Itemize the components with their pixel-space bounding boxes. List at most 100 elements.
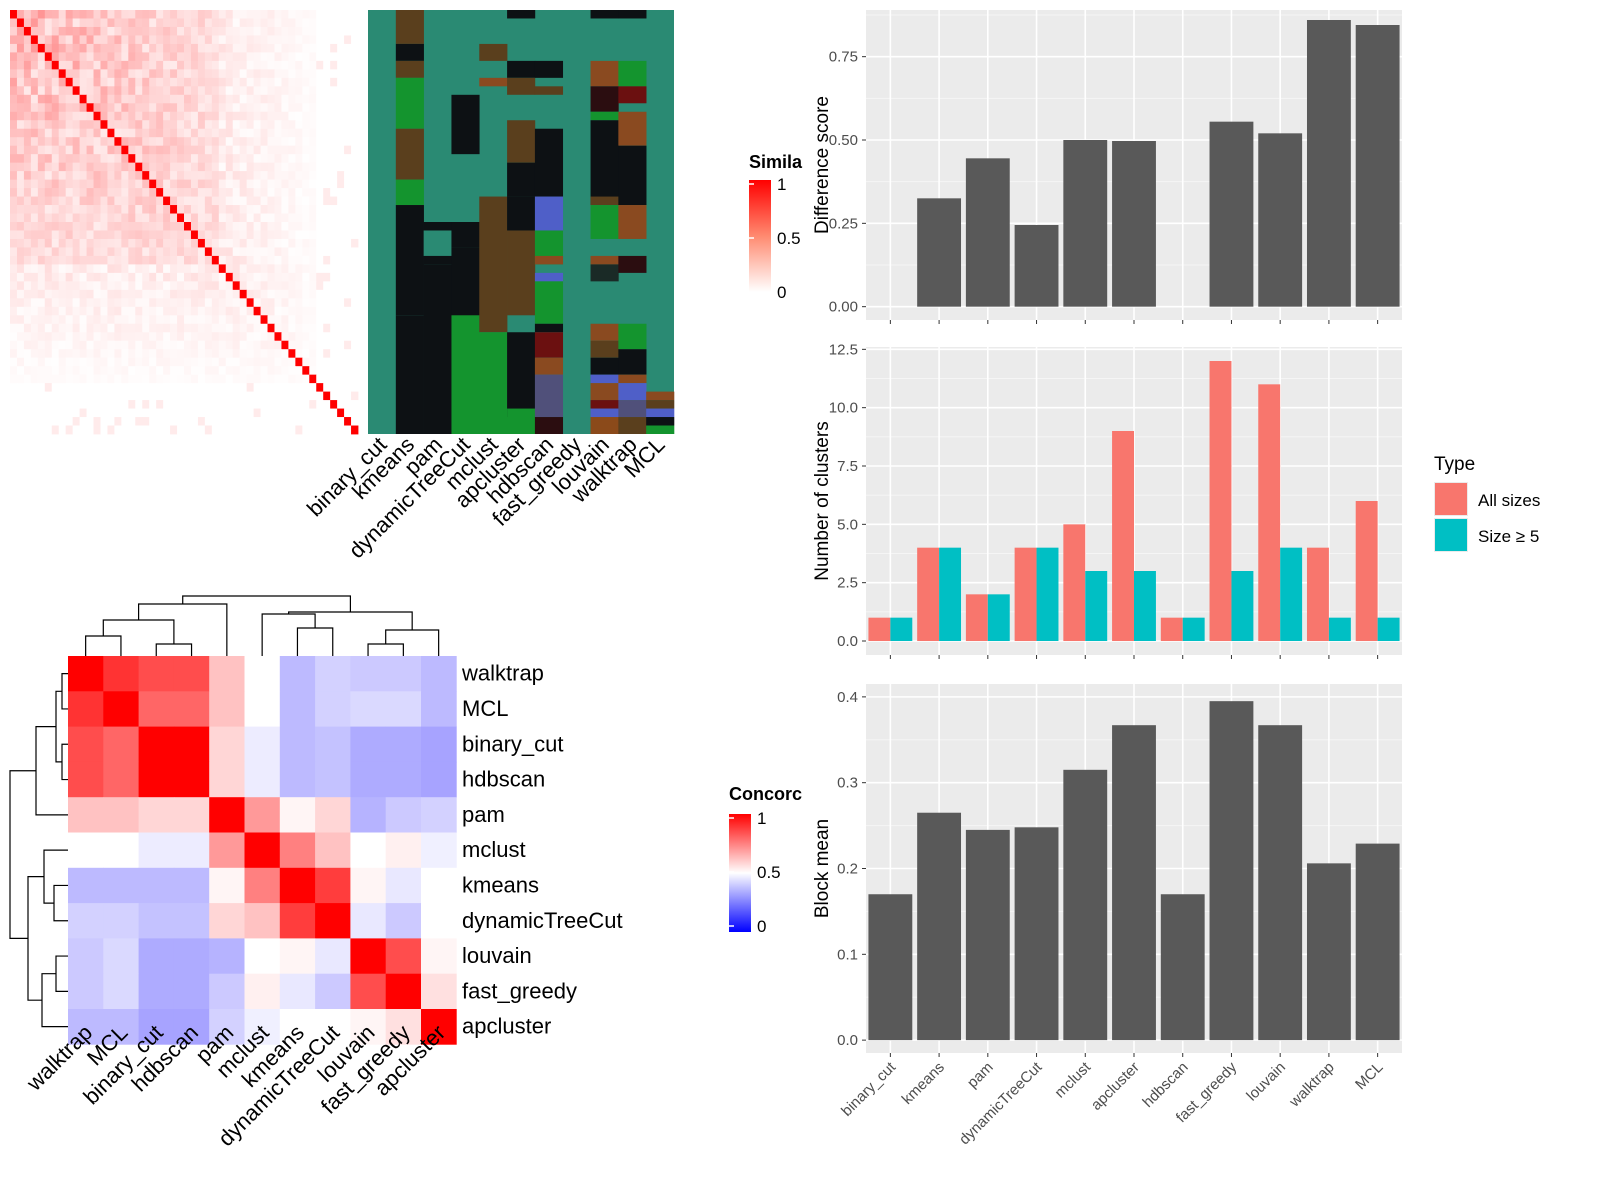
similarity-cell — [197, 137, 206, 147]
similarity-cell — [351, 238, 359, 248]
similarity-cell — [351, 340, 359, 350]
similarity-cell — [323, 179, 331, 189]
similarity-cell — [344, 137, 352, 147]
similarity-cell — [10, 272, 18, 282]
similarity-cell — [30, 332, 39, 342]
similarity-cell — [295, 357, 303, 367]
similarity-cell — [295, 230, 303, 240]
similarity-cell — [93, 94, 101, 104]
bar — [1231, 571, 1254, 641]
similarity-cell — [309, 162, 317, 172]
similarity-cell — [16, 69, 25, 79]
bar — [1014, 827, 1059, 1041]
similarity-cell — [142, 196, 150, 206]
similarity-cell — [135, 391, 143, 401]
row-dendrogram-branch — [55, 690, 62, 763]
similarity-cell — [302, 179, 310, 189]
similarity-cell — [316, 425, 324, 435]
y-tick-label: 0.75 — [829, 49, 858, 66]
similarity-cell — [302, 52, 310, 62]
similarity-cell — [309, 52, 317, 62]
similarity-cell — [316, 43, 324, 53]
similarity-cell — [344, 357, 352, 367]
similarity-cell — [16, 315, 25, 325]
similarity-cell — [65, 332, 74, 342]
concordance-cell — [138, 867, 175, 904]
similarity-cell — [197, 366, 206, 376]
similarity-cell — [135, 425, 143, 435]
similarity-cell — [142, 120, 150, 130]
similarity-cell — [156, 26, 164, 36]
similarity-cell — [86, 171, 94, 180]
similarity-cell — [190, 222, 199, 231]
similarity-cell — [218, 77, 227, 87]
membership-cell — [395, 77, 424, 129]
similarity-cell — [79, 383, 87, 392]
similarity-cell — [267, 408, 275, 418]
membership-cell — [395, 315, 424, 434]
similarity-cell — [351, 408, 359, 418]
similarity-cell — [121, 145, 129, 155]
similarity-cell — [184, 408, 192, 418]
similarity-cell — [128, 247, 136, 257]
similarity-cell — [170, 52, 178, 62]
similarity-cell — [288, 408, 296, 418]
similarity-cell — [316, 35, 324, 45]
similarity-cell — [79, 128, 87, 138]
similarity-cell — [330, 60, 338, 70]
similarity-cell — [149, 196, 157, 206]
similarity-cell — [316, 374, 324, 384]
similarity-cell — [79, 340, 87, 350]
similarity-cell — [330, 391, 338, 401]
similarity-cell — [51, 103, 60, 113]
similarity-cell — [337, 391, 345, 401]
similarity-cell — [16, 162, 25, 172]
similarity-cell — [260, 145, 268, 155]
y-tick-label: 0.25 — [829, 215, 858, 232]
similarity-cell — [225, 391, 234, 401]
similarity-cell — [10, 94, 18, 104]
similarity-cell — [184, 349, 192, 359]
similarity-cell — [44, 162, 53, 172]
similarity-cell — [58, 111, 67, 121]
similarity-cell — [30, 26, 39, 36]
similarity-cell — [190, 128, 199, 138]
similarity-cell — [72, 289, 80, 299]
membership-cell — [534, 323, 564, 333]
similarity-cell — [142, 77, 150, 87]
similarity-cell — [190, 213, 199, 223]
similarity-cell — [51, 323, 60, 333]
concordance-cell — [103, 973, 139, 1010]
similarity-cell — [58, 43, 67, 53]
similarity-cell — [149, 289, 157, 299]
similarity-cell — [204, 391, 213, 401]
similarity-cell — [274, 264, 282, 274]
similarity-cell — [156, 10, 164, 19]
concordance-row-label: walktrap — [461, 661, 544, 686]
row-dendrogram-branch — [43, 849, 68, 904]
bar — [1112, 725, 1156, 1041]
similarity-cell — [197, 86, 206, 96]
similarity-cell — [218, 332, 227, 342]
similarity-cell — [114, 77, 122, 87]
similarity-cell — [23, 374, 32, 384]
similarity-cell — [204, 196, 213, 206]
similarity-cell — [163, 238, 171, 248]
similarity-cell — [30, 400, 39, 409]
similarity-cell — [65, 281, 74, 291]
similarity-cell — [142, 171, 150, 180]
similarity-cell — [93, 205, 101, 214]
similarity-cell — [344, 86, 352, 96]
similarity-cell — [295, 145, 303, 155]
similarity-cell — [51, 52, 60, 62]
similarity-cell — [197, 43, 206, 53]
similarity-heatmap — [10, 10, 359, 435]
similarity-cell — [274, 179, 282, 189]
similarity-cell — [93, 391, 101, 401]
similarity-cell — [135, 179, 143, 189]
similarity-cell — [190, 323, 199, 333]
similarity-cell — [142, 391, 150, 401]
similarity-cell — [135, 10, 143, 19]
concordance-cell — [103, 656, 139, 692]
concordance-cell — [350, 938, 387, 975]
